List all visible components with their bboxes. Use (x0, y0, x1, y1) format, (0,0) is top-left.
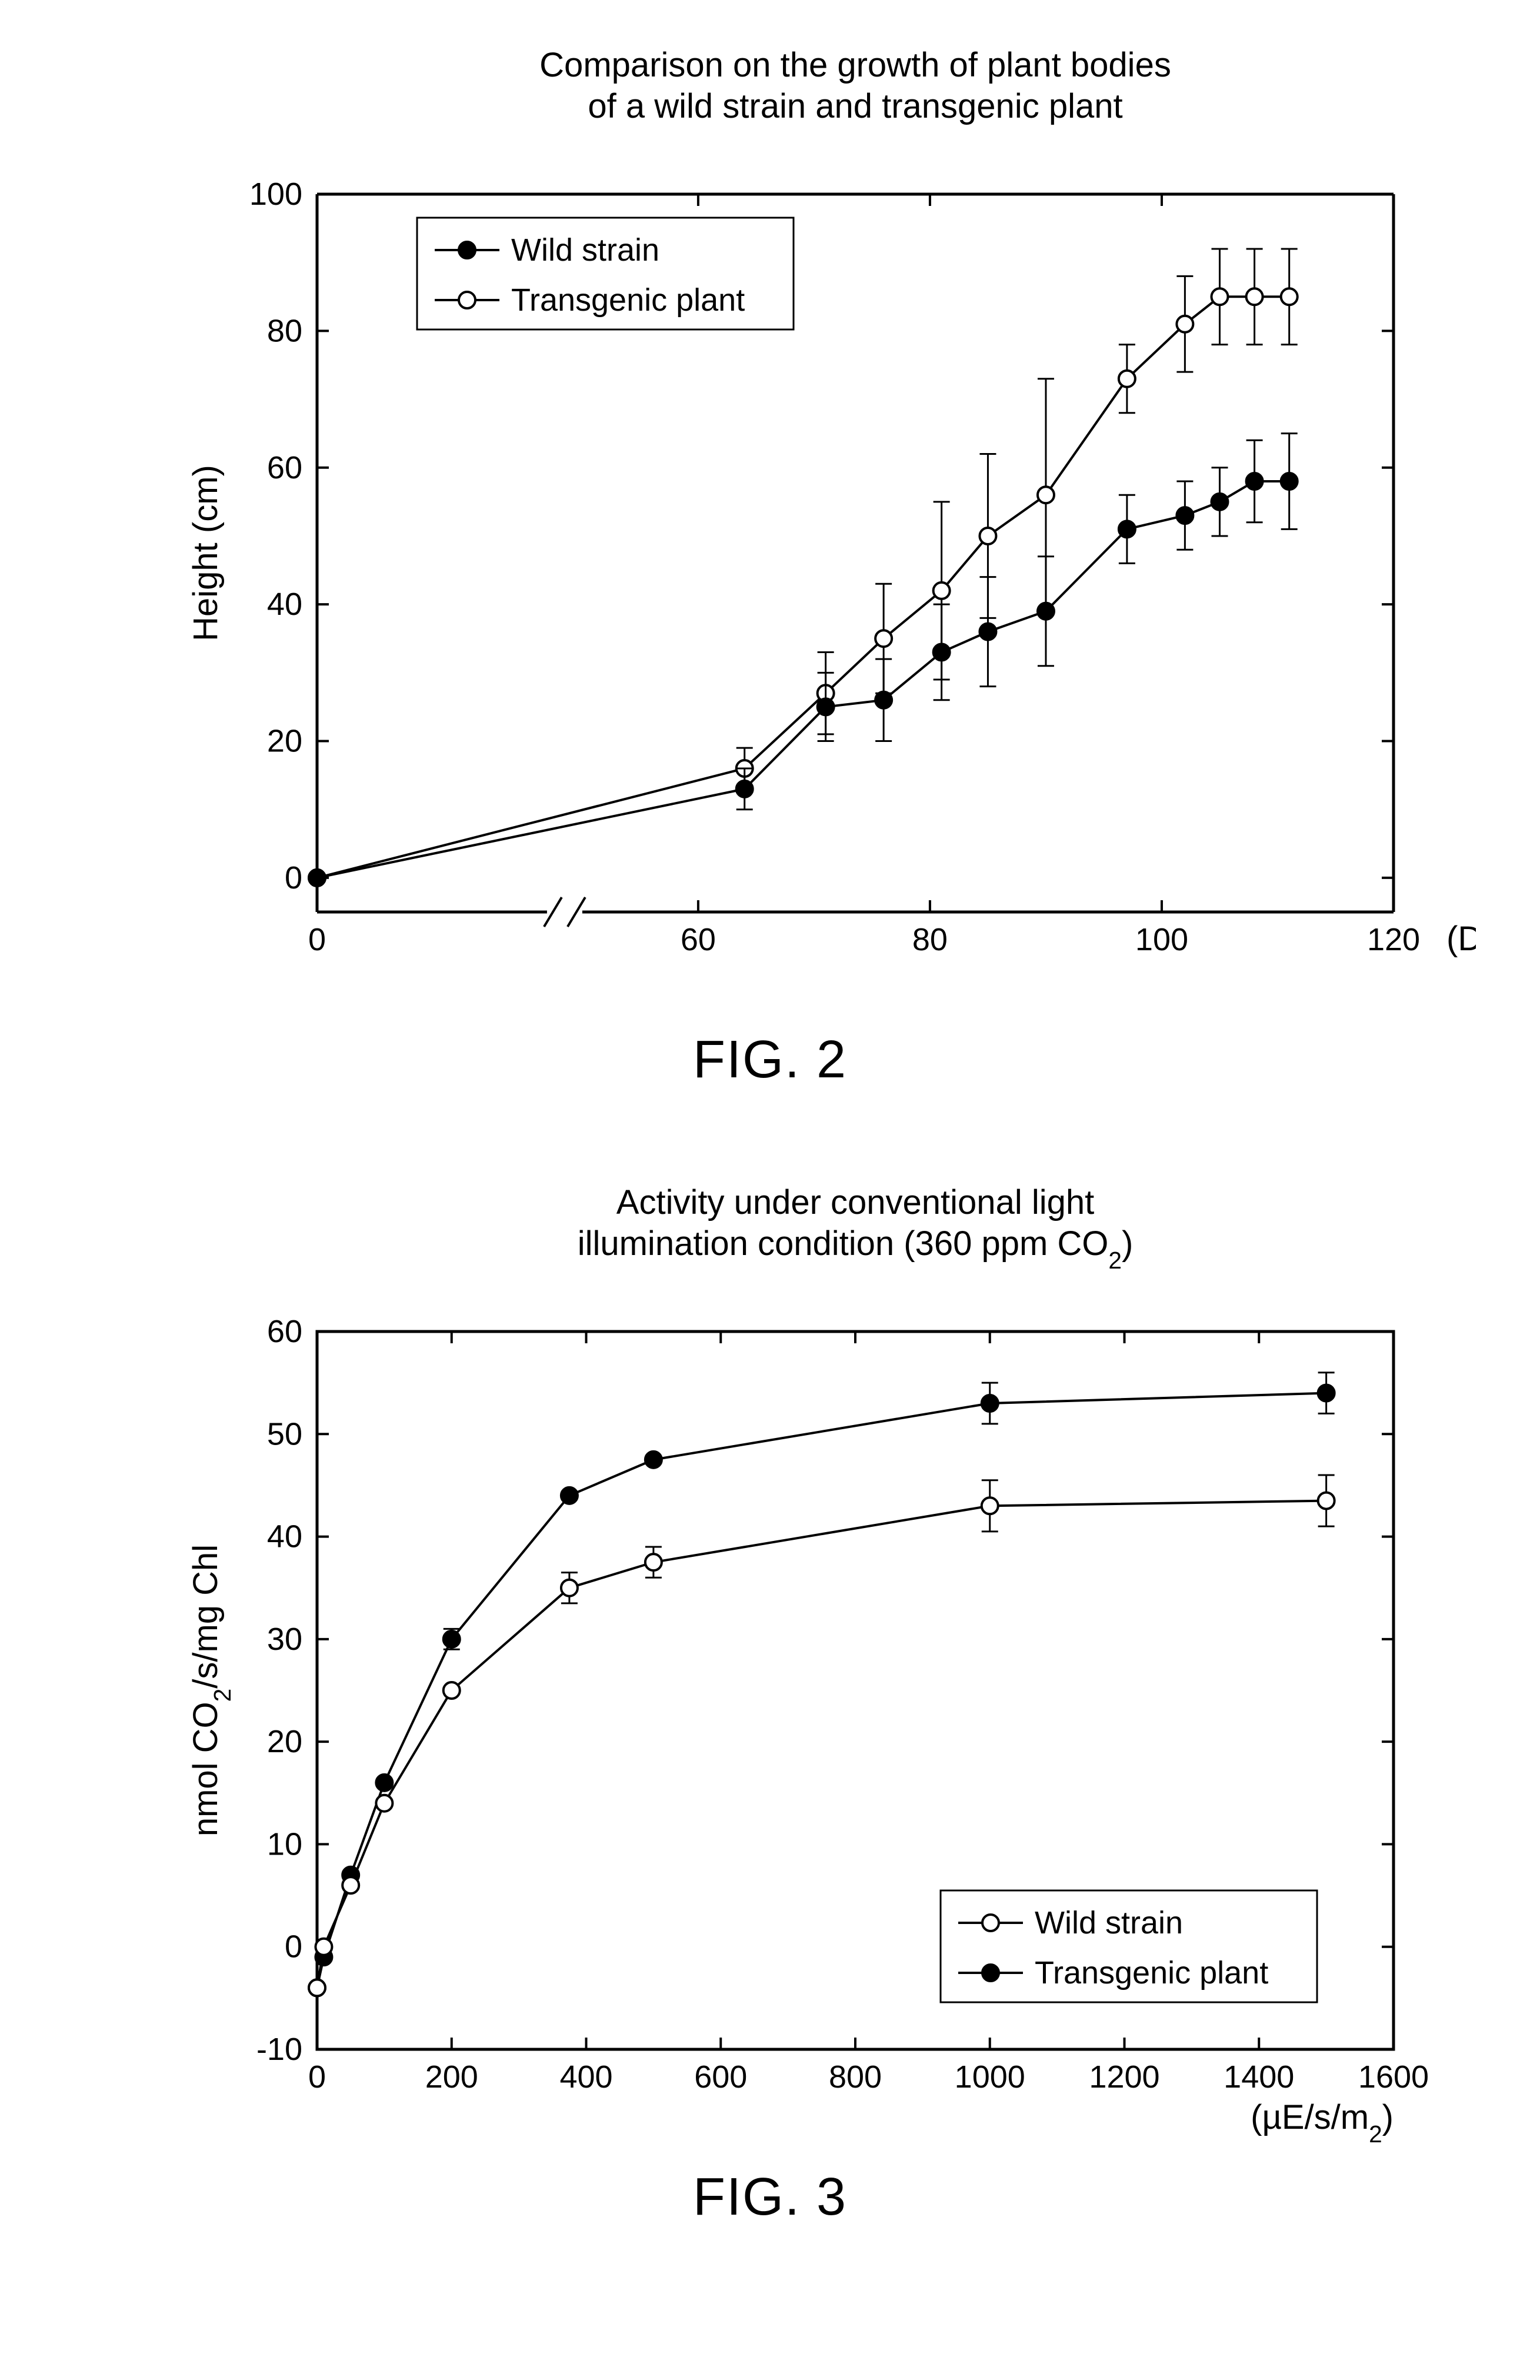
svg-text:40: 40 (267, 587, 302, 622)
svg-text:10: 10 (267, 1826, 302, 1862)
svg-text:60: 60 (267, 1314, 302, 1349)
svg-text:1600: 1600 (1358, 2059, 1429, 2095)
svg-text:40: 40 (267, 1519, 302, 1555)
svg-text:20: 20 (267, 724, 302, 759)
svg-text:120: 120 (1367, 922, 1420, 957)
chart-growth: Comparison on the growth of plant bodies… (64, 35, 1476, 1012)
chart-activity: Activity under conventional lightillumin… (64, 1173, 1476, 2149)
svg-text:Comparison on the growth of pl: Comparison on the growth of plant bodies (539, 46, 1171, 84)
svg-text:100: 100 (249, 177, 302, 212)
svg-text:600: 600 (694, 2059, 747, 2095)
svg-text:(µE/s/m2): (µE/s/m2) (1251, 2098, 1394, 2148)
svg-text:200: 200 (425, 2059, 478, 2095)
svg-text:Transgenic plant: Transgenic plant (511, 282, 745, 318)
svg-text:1200: 1200 (1089, 2059, 1159, 2095)
svg-text:800: 800 (829, 2059, 882, 2095)
svg-text:60: 60 (681, 922, 716, 957)
svg-text:80: 80 (912, 922, 948, 957)
svg-text:1400: 1400 (1224, 2059, 1294, 2095)
svg-text:Activity under conventional li: Activity under conventional light (616, 1183, 1094, 1221)
svg-text:0: 0 (308, 2059, 326, 2095)
figure-3: Activity under conventional lightillumin… (0, 1173, 1540, 2228)
svg-text:0: 0 (308, 922, 326, 957)
svg-text:Wild strain: Wild strain (511, 232, 659, 268)
figure-2-label: FIG. 2 (693, 1030, 847, 1090)
svg-text:illumination condition (360 pp: illumination condition (360 ppm CO2) (578, 1224, 1134, 1274)
svg-text:100: 100 (1135, 922, 1188, 957)
svg-text:(Day): (Day) (1446, 920, 1476, 958)
svg-text:Wild strain: Wild strain (1035, 1905, 1183, 1940)
svg-text:-10: -10 (256, 2032, 302, 2067)
svg-text:0: 0 (285, 860, 302, 896)
svg-text:20: 20 (267, 1724, 302, 1759)
svg-text:50: 50 (267, 1416, 302, 1452)
svg-text:400: 400 (559, 2059, 612, 2095)
svg-text:60: 60 (267, 450, 302, 485)
svg-text:0: 0 (285, 1929, 302, 1965)
svg-text:1000: 1000 (955, 2059, 1025, 2095)
svg-text:80: 80 (267, 313, 302, 348)
svg-text:of a wild strain and transgeni: of a wild strain and transgenic plant (588, 87, 1122, 125)
figure-3-label: FIG. 3 (693, 2167, 847, 2228)
svg-text:nmol CO2/s/mg Chl: nmol CO2/s/mg Chl (186, 1544, 236, 1836)
svg-text:Transgenic plant: Transgenic plant (1035, 1955, 1268, 1990)
svg-text:Height (cm): Height (cm) (186, 465, 225, 641)
svg-text:30: 30 (267, 1622, 302, 1657)
figure-2: Comparison on the growth of plant bodies… (0, 35, 1540, 1090)
